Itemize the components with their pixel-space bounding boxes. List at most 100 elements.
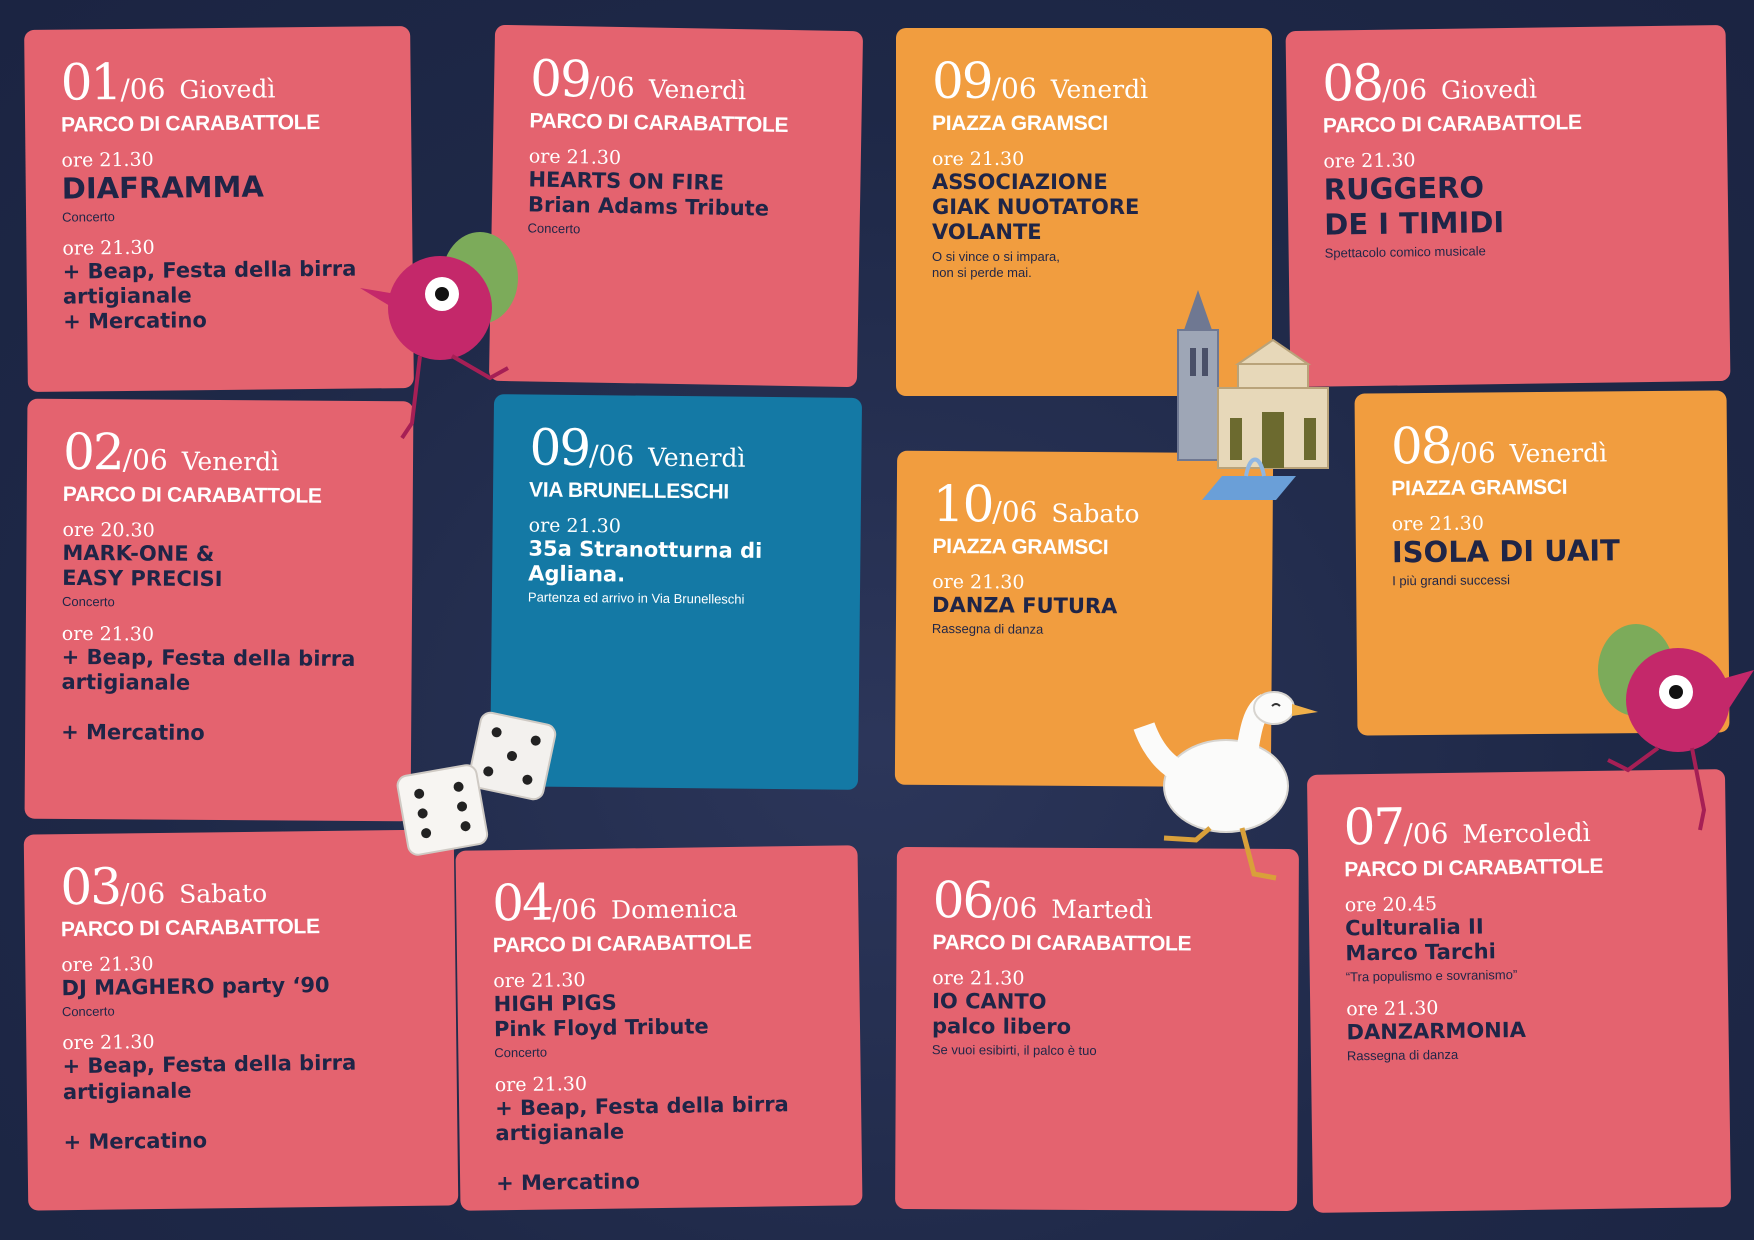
event-title: HIGH PIGS Pink Floyd Tribute — [493, 990, 709, 1042]
event-location: PIAZZA GRAMSCI — [932, 534, 1109, 560]
event-weekday: Venerdì — [648, 74, 747, 106]
event-month: /06 — [588, 439, 635, 473]
event-weekday: Venerdì — [1050, 75, 1149, 104]
event-item: ore 21.30 + Beap, Festa della birra artig… — [62, 1028, 421, 1155]
event-weekday: Sabato — [178, 878, 268, 909]
event-month: /06 — [1381, 73, 1428, 107]
dice-illustration — [396, 711, 557, 856]
event-location: VIA BRUNELLESCHI — [528, 478, 729, 504]
event-item: ore 20.30 MARK-ONE & EASY PRECISI Concerto — [62, 519, 377, 613]
event-title: DJ MAGHERO party ‘90 — [61, 972, 330, 1001]
event-item: ore 21.30 HEARTS ON FIRE Brian Adams Trib… — [527, 145, 825, 242]
event-note: Concerto — [61, 208, 115, 225]
event-month: /06 — [551, 892, 598, 927]
event-card-04-06: 04/06 Domenica PARCO DI CARABATTOLE ore 21.… — [455, 845, 863, 1211]
event-card-03-06: 03/06 Sabato PARCO DI CARABATTOLE ore 21.30… — [23, 829, 459, 1211]
event-item: ore 21.30 ASSOCIAZIONE GIAK NUOTATORE VOL… — [932, 148, 1236, 281]
event-time: ore 21.30 — [1391, 512, 1484, 536]
event-month: /06 — [991, 72, 1037, 105]
event-title: DANZARMONIA — [1346, 1017, 1527, 1045]
event-month: /06 — [120, 72, 166, 107]
event-weekday: Venerdì — [1509, 438, 1608, 469]
event-location: PIAZZA GRAMSCI — [932, 112, 1108, 135]
event-item: ore 21.30 DJ MAGHERO party ‘90 Concerto — [61, 950, 420, 1021]
event-item: ore 21.30 IO CANTO palco libero Se vuoi es… — [932, 967, 1262, 1060]
church-illustration — [1177, 290, 1329, 500]
event-time: ore 20.30 — [62, 518, 155, 542]
event-day: 09 — [529, 49, 591, 109]
event-weekday: Martedì — [1051, 894, 1153, 925]
event-weekday: Venerdì — [647, 442, 746, 473]
event-note: Concerto — [61, 1003, 115, 1020]
event-note: Se vuoi esibirti, il palco è tuo — [931, 1042, 1097, 1059]
event-note: Concerto — [494, 1044, 548, 1061]
event-location: PARCO DI CARABATTOLE — [60, 110, 321, 137]
event-date: 03/06 Sabato — [60, 857, 419, 916]
event-time: ore 21.30 — [528, 514, 622, 538]
event-item: ore 21.30 + Beap, Festa della birra artig… — [62, 234, 377, 335]
event-weekday: Giovedì — [1440, 74, 1538, 105]
event-title: 35a Stranotturna di Agliana. — [528, 536, 763, 587]
event-time: ore 21.30 — [932, 148, 1025, 170]
event-card-08-06-parco: 08/06 Giovedì PARCO DI CARABATTOLE ore 21.3… — [1285, 24, 1731, 388]
event-note: Partenza ed arrivo in Via Brunelleschi — [527, 589, 745, 608]
event-location: PARCO DI CARABATTOLE — [1322, 110, 1582, 138]
goose-illustration — [1133, 691, 1318, 881]
event-note: “Tra populismo e sovranismo” — [1345, 967, 1518, 985]
event-title: ASSOCIAZIONE GIAK NUOTATORE VOLANTE — [932, 170, 1140, 245]
event-title: Culturalia II Marco Tarchi — [1344, 914, 1496, 966]
event-title: DANZA FUTURA — [932, 592, 1118, 619]
event-title: ISOLA DI UAIT — [1391, 533, 1621, 570]
event-month: /06 — [1450, 436, 1496, 470]
event-location: PARCO DI CARABATTOLE — [529, 109, 789, 137]
event-month: /06 — [589, 70, 636, 105]
event-item: ore 21.30 DANZA FUTURA Rassegna di danza — [932, 571, 1236, 640]
event-note: Rassegna di danza — [1346, 1046, 1459, 1064]
event-date: 09/06 Venerdì — [932, 56, 1236, 106]
event-date: 08/06 Giovedì — [1322, 53, 1691, 113]
event-title: RUGGERO DE I TIMIDI — [1323, 170, 1505, 242]
event-title: DIAFRAMMA — [61, 169, 265, 206]
event-note: O si vince o si impara, non si perde mai… — [932, 248, 1060, 280]
event-item: ore 21.30 + Beap, Festa della birra artig… — [61, 623, 376, 748]
event-day: 08 — [1321, 53, 1383, 113]
event-day: 09 — [529, 418, 590, 478]
event-card-02-06: 02/06 Venerdì PARCO DI CARABATTOLE ore 20.3… — [24, 398, 414, 822]
event-item: ore 21.30 DANZARMONIA Rassegna di danza — [1346, 993, 1693, 1064]
event-note: Concerto — [62, 594, 115, 610]
event-month: /06 — [1403, 816, 1449, 851]
event-location: PARCO DI CARABATTOLE — [932, 931, 1192, 956]
event-date: 09/06 Venerdì — [529, 418, 826, 477]
event-card-06-06: 06/06 Martedì PARCO DI CARABATTOLE ore 21.3… — [895, 846, 1299, 1212]
event-day: 04 — [491, 873, 553, 933]
event-location: PIAZZA GRAMSCI — [1391, 475, 1568, 501]
event-date: 02/06 Venerdì — [63, 423, 377, 481]
event-weekday: Domenica — [610, 893, 738, 925]
event-day: 07 — [1343, 797, 1404, 857]
event-day: 02 — [62, 422, 123, 482]
event-title: + Beap, Festa della birra artigianale + … — [494, 1091, 789, 1196]
event-month: /06 — [992, 891, 1038, 925]
event-location: PARCO DI CARABATTOLE — [492, 930, 752, 958]
event-note: I più grandi successi — [1392, 572, 1510, 589]
event-card-09-06-parco: 09/06 Venerdì PARCO DI CARABATTOLE ore 21.3… — [488, 24, 864, 388]
event-date: 04/06 Domenica — [491, 873, 823, 933]
event-date: 09/06 Venerdì — [530, 49, 827, 108]
event-location: PARCO DI CARABATTOLE — [62, 482, 322, 508]
event-title: IO CANTO palco libero — [931, 989, 1072, 1040]
event-weekday: Venerdì — [181, 446, 280, 477]
event-day: 01 — [60, 53, 121, 112]
event-time: ore 21.30 — [932, 967, 1025, 990]
event-location: PARCO DI CARABATTOLE — [1344, 854, 1604, 882]
event-title: + Beap, Festa della birra artigianale + … — [61, 644, 356, 746]
event-time: ore 21.30 — [61, 622, 155, 646]
event-date: 08/06 Venerdì — [1391, 417, 1691, 476]
event-title: MARK-ONE & EASY PRECISI — [62, 540, 223, 592]
event-item: ore 20.45 Culturalia II Marco Tarchi “Tra … — [1345, 890, 1692, 986]
event-weekday: Giovedì — [179, 74, 276, 105]
bird-illustration — [1598, 624, 1754, 831]
event-time: ore 21.30 — [932, 570, 1025, 594]
event-month: /06 — [122, 443, 168, 477]
event-day: 10 — [932, 474, 993, 534]
event-item: ore 21.30 ISOLA DI UAIT I più grandi succe… — [1392, 511, 1693, 590]
